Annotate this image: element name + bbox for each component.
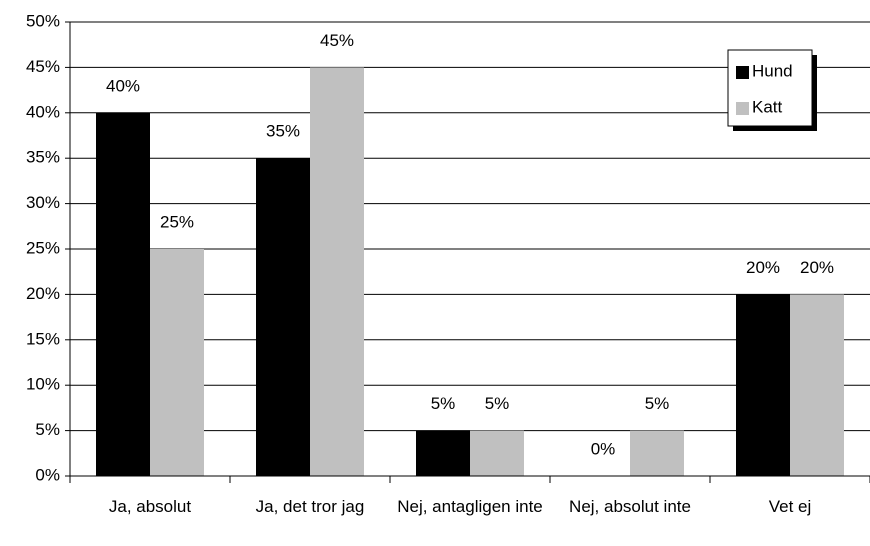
x-tick-label: Ja, det tror jag — [255, 497, 365, 516]
legend-label: Hund — [752, 61, 793, 80]
y-tick-label: 15% — [26, 329, 60, 348]
y-tick-label: 35% — [26, 148, 60, 167]
data-label: 25% — [160, 212, 194, 231]
y-tick-label: 30% — [26, 193, 60, 212]
y-tick-label: 40% — [26, 102, 60, 121]
data-label: 45% — [320, 31, 354, 50]
y-tick-label: 45% — [26, 57, 60, 76]
y-tick-label: 0% — [35, 465, 60, 484]
legend-swatch — [736, 66, 749, 79]
legend-label: Katt — [752, 97, 783, 116]
bar — [150, 249, 204, 476]
data-label: 40% — [106, 76, 140, 95]
bar — [96, 112, 150, 477]
data-label: 0% — [591, 439, 616, 458]
bar — [790, 294, 844, 476]
data-label: 5% — [645, 394, 670, 413]
x-tick-label: Ja, absolut — [108, 497, 192, 516]
bar — [470, 430, 524, 476]
data-label: 5% — [485, 394, 510, 413]
y-tick-label: 10% — [26, 375, 60, 394]
x-tick-label: Nej, absolut inte — [569, 497, 691, 516]
x-tick-label: Nej, antagligen inte — [397, 497, 543, 516]
y-tick-label: 5% — [35, 420, 60, 439]
data-label: 20% — [800, 258, 834, 277]
bar — [256, 158, 310, 476]
y-tick-label: 25% — [26, 238, 60, 257]
x-tick-label: Vet ej — [768, 497, 812, 516]
bar — [310, 67, 364, 477]
y-tick-label: 50% — [26, 11, 60, 30]
bar — [416, 430, 470, 476]
data-label: 5% — [431, 394, 456, 413]
data-label: 20% — [746, 258, 780, 277]
y-tick-label: 20% — [26, 284, 60, 303]
data-label: 35% — [266, 122, 300, 141]
legend-swatch — [736, 102, 749, 115]
bar — [630, 430, 684, 476]
bar — [736, 294, 790, 476]
